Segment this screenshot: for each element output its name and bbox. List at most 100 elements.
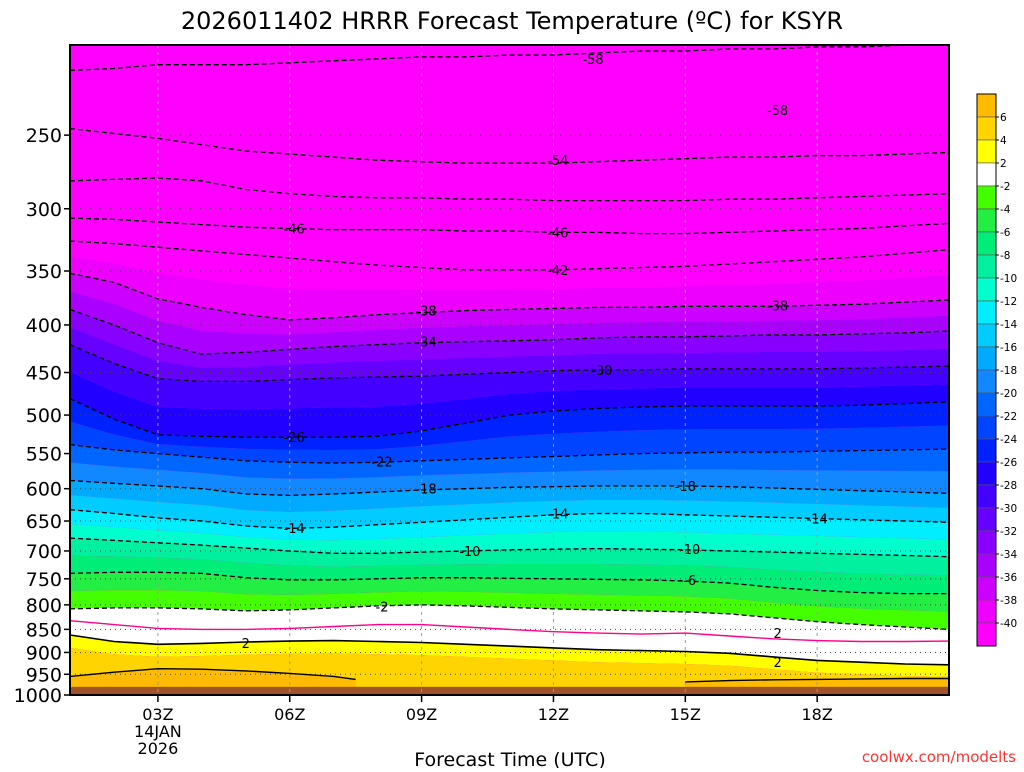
isotherm-line <box>70 344 949 383</box>
contour-label: -14 <box>807 513 828 528</box>
colorbar-label: -6 <box>1000 227 1011 239</box>
temp-fill-band <box>70 523 949 557</box>
isotherm-contours <box>70 45 949 683</box>
colorbar-swatch <box>976 576 997 601</box>
x-tick-label: 12Z <box>538 705 569 724</box>
colorbar-label: -18 <box>1000 365 1017 377</box>
colorbar-label: 4 <box>1000 135 1007 147</box>
colorbar-frame <box>976 93 997 647</box>
colorbar-swatch <box>976 208 997 233</box>
isotherm-line <box>70 634 949 666</box>
colorbar-swatch <box>976 300 997 325</box>
y-tick-label: 450 <box>26 363 62 385</box>
colorbar-swatch <box>976 323 997 348</box>
colorbar-label: -20 <box>1000 388 1017 400</box>
isotherm-line <box>70 272 949 321</box>
isotherm-line <box>70 240 949 271</box>
colorbar-swatch <box>976 415 997 440</box>
chart-title: 2026011402 HRRR Forecast Temperature (ºC… <box>181 7 843 35</box>
temp-fill-band <box>70 344 949 410</box>
contour-labels: -58-58-54-46 -46-42-38 -38-34-30-26-22-18-… <box>242 53 828 671</box>
colorbar-swatch <box>976 254 997 279</box>
contour-label: -26 <box>284 431 305 446</box>
isotherm-line <box>70 571 949 595</box>
contour-label: -54 <box>547 154 568 169</box>
isotherm-line <box>70 667 356 681</box>
colorbar-swatch <box>976 93 997 118</box>
colorbar-label: -26 <box>1000 457 1017 469</box>
x-date-label: 14JAN <box>134 722 182 741</box>
contour-label: -58 <box>767 104 788 119</box>
x-tick-label: 18Z <box>801 705 832 724</box>
contour-label: -10 <box>679 543 700 558</box>
y-tick-label: 350 <box>26 261 62 283</box>
isotherm-line <box>70 509 949 530</box>
contour-label: -42 <box>547 264 568 279</box>
colorbar-label: -36 <box>1000 572 1017 584</box>
contour-label: -34 <box>415 336 436 351</box>
contour-label: -14 <box>284 522 305 537</box>
isotherm-line <box>70 479 949 497</box>
y-tick-label: 250 <box>26 125 62 147</box>
isotherm-line <box>70 217 949 235</box>
colorbar-swatch <box>976 553 997 578</box>
colorbar-label: -24 <box>1000 434 1017 446</box>
temp-fill-band <box>70 572 949 612</box>
isotherm-line <box>70 177 949 202</box>
colorbar-swatch <box>976 392 997 417</box>
colorbar-swatch <box>976 231 997 256</box>
colorbar-label: -32 <box>1000 526 1017 538</box>
colorbar-swatch <box>976 599 997 624</box>
y-tick-label: 1000 <box>14 685 62 707</box>
colorbar-label: -40 <box>1000 618 1017 630</box>
colorbar-label: -16 <box>1000 342 1017 354</box>
colorbar-label: -28 <box>1000 480 1017 492</box>
colorbar-label: 6 <box>1000 112 1007 124</box>
y-tick-label: 950 <box>26 664 62 686</box>
contour-label: -38 <box>415 305 436 320</box>
isotherm-line <box>70 398 949 438</box>
colorbar-swatch <box>976 139 997 164</box>
y-tick-label: 650 <box>26 511 62 533</box>
colorbar-swatch <box>976 530 997 555</box>
temp-fill-band <box>70 555 949 594</box>
y-tick-label: 400 <box>26 315 62 337</box>
contour-label: 2 <box>773 656 781 671</box>
contour-label: -6 <box>683 574 696 589</box>
x-tick-label: 09Z <box>406 705 437 724</box>
colorbar-swatch <box>976 484 997 509</box>
colorbar-label: -30 <box>1000 503 1017 515</box>
x-tick-label: 03Z <box>142 705 173 724</box>
colorbar-swatch <box>976 162 997 187</box>
x-year-label: 2026 <box>138 739 179 758</box>
isotherm-line <box>70 620 949 643</box>
colorbar-label: -12 <box>1000 296 1017 308</box>
colorbar-label: -2 <box>1000 181 1010 193</box>
colorbar-label: -14 <box>1000 319 1017 331</box>
contour-label: -30 <box>591 364 612 379</box>
contour-label: -38 <box>767 299 788 314</box>
temp-fill-band <box>70 291 949 355</box>
colorbar-label: -34 <box>1000 549 1017 561</box>
contour-label: -2 <box>376 600 389 615</box>
colorbar-swatch <box>976 438 997 463</box>
y-tick-label: 800 <box>26 595 62 617</box>
temp-fill-band <box>70 635 949 677</box>
isotherm-line <box>70 127 949 164</box>
contour-label: -46 <box>284 222 305 237</box>
isotherm-line <box>70 443 949 464</box>
plot-frame <box>69 44 950 696</box>
colorbar-label: -22 <box>1000 411 1017 423</box>
y-tick-label: 600 <box>26 479 62 501</box>
contour-label: -18 <box>675 480 696 495</box>
isotherm-line <box>70 45 949 72</box>
colorbar-label: -8 <box>1000 250 1010 262</box>
contour-label: -10 <box>459 545 480 560</box>
colorbar-swatch <box>976 461 997 486</box>
y-tick-label: 700 <box>26 541 62 563</box>
y-tick-label: 900 <box>26 642 62 664</box>
credit-text: coolwx.com/modelts <box>862 748 1016 766</box>
grid-lines <box>70 45 949 696</box>
